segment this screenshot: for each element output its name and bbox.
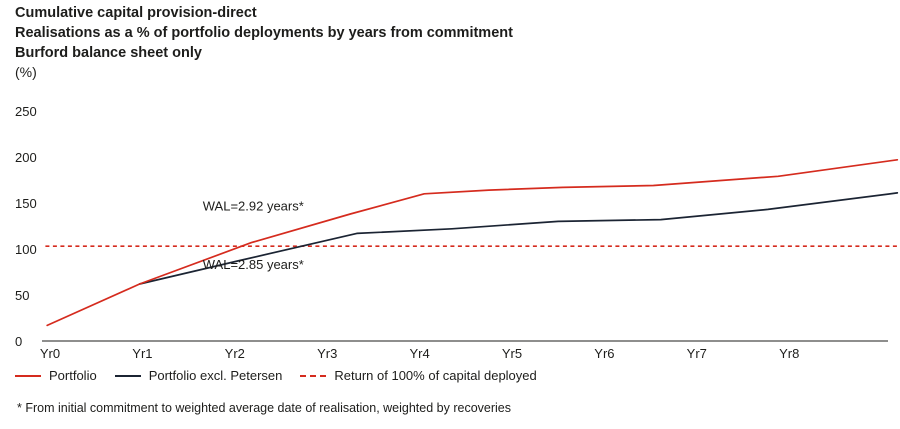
y-tick-label: 50 <box>15 288 29 303</box>
series-portfolio-line <box>46 158 899 327</box>
legend-label-excl-petersen: Portfolio excl. Petersen <box>148 368 283 383</box>
y-tick-label: 150 <box>15 196 37 211</box>
legend: Portfolio Portfolio excl. Petersen Retur… <box>15 368 555 383</box>
footnote: * From initial commitment to weighted av… <box>17 401 511 415</box>
chart-titles: Cumulative capital provision-direct Real… <box>15 3 513 63</box>
x-tick-label: Yr3 <box>317 346 337 361</box>
legend-swatch-return-100 <box>300 374 327 377</box>
legend-swatch-portfolio <box>15 374 41 377</box>
x-tick-label: Yr1 <box>132 346 152 361</box>
x-tick-label: Yr7 <box>687 346 707 361</box>
legend-swatch-excl-petersen <box>114 374 141 377</box>
x-tick-label: Yr8 <box>779 346 799 361</box>
y-tick-label: 100 <box>15 242 37 257</box>
series-excl-petersen-line <box>138 192 899 285</box>
x-tick-label: Yr5 <box>502 346 522 361</box>
y-tick-label: 200 <box>15 150 37 165</box>
chart-subtitle: Realisations as a % of portfolio deploym… <box>15 25 513 41</box>
x-tick-label: Yr2 <box>225 346 245 361</box>
legend-item-portfolio: Portfolio <box>15 368 97 383</box>
x-tick-label: Yr0 <box>40 346 60 361</box>
x-tick-label: Yr4 <box>409 346 429 361</box>
x-tick-label: Yr6 <box>594 346 614 361</box>
legend-item-return-100: Return of 100% of capital deployed <box>300 368 537 383</box>
annotation-wal-excl-petersen: WAL=2.85 years* <box>203 257 304 272</box>
chart-subtitle-2: Burford balance sheet only <box>15 45 202 61</box>
annotation-wal-portfolio: WAL=2.92 years* <box>203 198 304 213</box>
chart-title: Cumulative capital provision-direct <box>15 5 257 21</box>
legend-item-excl-petersen: Portfolio excl. Petersen <box>114 368 283 383</box>
y-axis-unit: (%) <box>15 64 37 80</box>
y-tick-label: 250 <box>15 104 37 119</box>
legend-label-return-100: Return of 100% of capital deployed <box>334 368 537 383</box>
legend-label-portfolio: Portfolio <box>49 368 97 383</box>
y-tick-label: 0 <box>15 334 22 349</box>
